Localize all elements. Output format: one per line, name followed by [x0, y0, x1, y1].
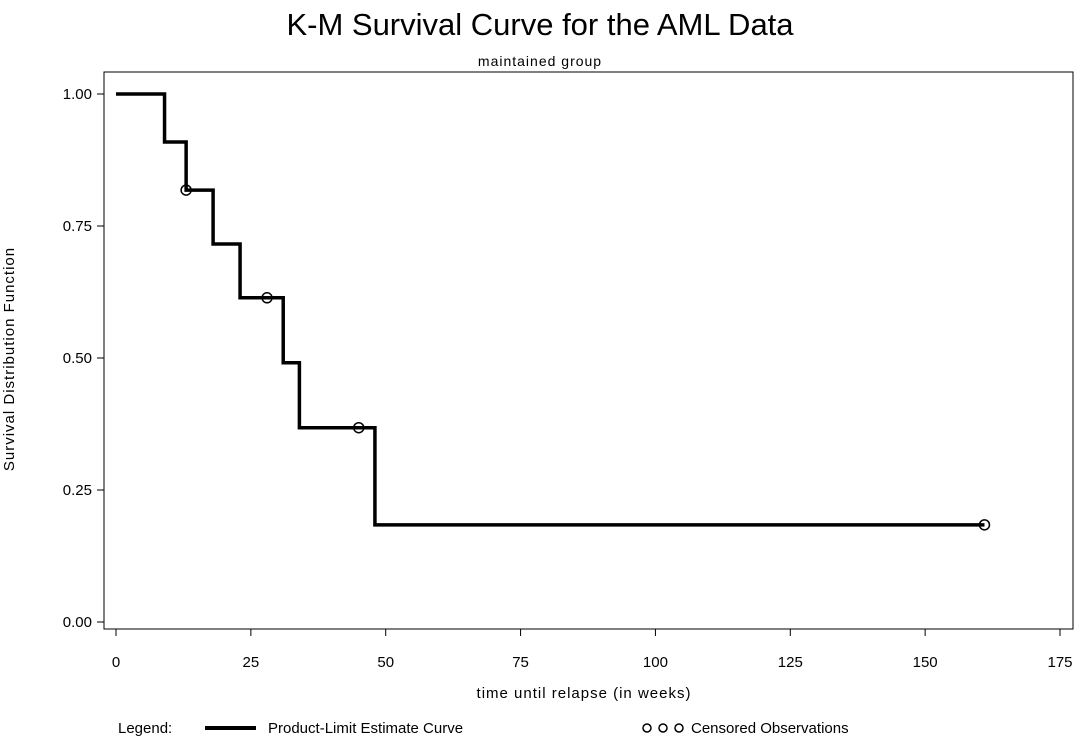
y-tick-label: 0.75 [63, 218, 92, 235]
x-tick-label: 100 [643, 654, 668, 671]
legend-marker-swatch [658, 723, 668, 733]
x-tick-label: 50 [377, 654, 394, 671]
legend-prefix: Legend: [118, 720, 172, 737]
x-tick-label: 25 [243, 654, 260, 671]
y-axis-label: Survival Distribution Function [1, 247, 18, 471]
legend-marker-swatch [642, 723, 652, 733]
y-tick-label: 0.00 [63, 614, 92, 631]
legend-entry-censored: Censored Observations [691, 720, 849, 737]
censored-marker [261, 292, 273, 304]
x-tick-label: 125 [778, 654, 803, 671]
censored-marker [352, 421, 365, 434]
series-layer [116, 92, 991, 531]
y-tick-label: 0.50 [63, 350, 92, 367]
x-tick-label: 175 [1047, 654, 1072, 671]
censored-marker [180, 184, 192, 196]
y-tick-label: 1.00 [63, 86, 92, 103]
legend: Legend: Product-Limit Estimate Curve Cen… [118, 720, 849, 737]
x-axis-label: time until relapse (in weeks) [477, 685, 692, 702]
y-tick-label: 0.25 [63, 482, 92, 499]
legend-entry-estimate: Product-Limit Estimate Curve [268, 720, 463, 737]
x-tick-label: 150 [913, 654, 938, 671]
x-tick-label: 0 [112, 654, 120, 671]
censored-marker [978, 519, 991, 531]
legend-marker-swatch [674, 723, 684, 733]
x-tick-label: 75 [512, 654, 529, 671]
y-axis: 0.00 0.25 0.50 0.75 1.00 [63, 86, 104, 631]
chart-title: K-M Survival Curve for the AML Data [286, 7, 794, 42]
plot-frame [103, 71, 1074, 630]
x-axis: 0 25 50 75 100 125 150 175 [112, 629, 1073, 671]
chart-subtitle: maintained group [478, 53, 602, 69]
survival-step-line [116, 92, 985, 527]
